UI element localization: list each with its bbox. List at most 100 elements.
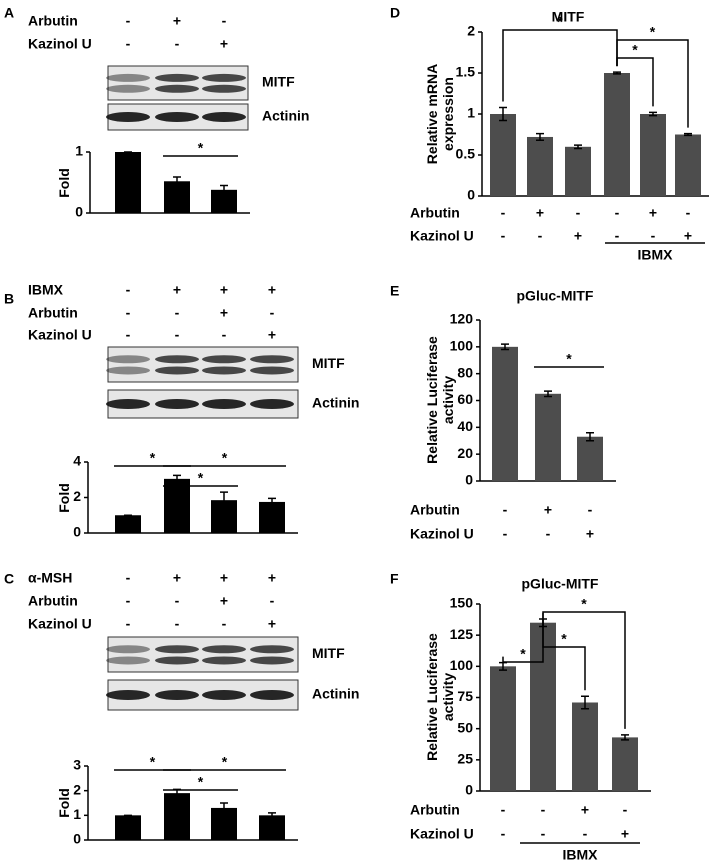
bar (115, 815, 141, 840)
significance-star: * (632, 42, 638, 58)
y-tick-label: 1.5 (456, 64, 476, 80)
blot-band (155, 366, 199, 375)
treatment-sign: - (126, 327, 131, 343)
blot-frame (107, 346, 299, 383)
error-bar (220, 491, 228, 509)
blot-band (106, 690, 150, 700)
treatment-sign: - (546, 526, 551, 542)
blot-band (202, 645, 246, 654)
treatment-sign: - (270, 305, 275, 321)
blot-band (106, 355, 150, 364)
error-bar (268, 812, 276, 819)
error-bar (173, 176, 181, 187)
treatment-sign: - (588, 502, 593, 518)
bar (115, 152, 141, 213)
error-bar (581, 695, 589, 710)
panel-letter: E (390, 283, 399, 299)
y-tick-label: 0 (465, 472, 473, 488)
y-tick-label: 1 (75, 143, 83, 159)
blot-band (106, 84, 150, 93)
bar (211, 189, 237, 213)
bar (604, 73, 630, 196)
treatment-name: Kazinol U (410, 826, 474, 842)
blot-band (155, 399, 199, 409)
chart-title: MITF (552, 9, 585, 25)
blot-band (250, 355, 294, 364)
significance-star: * (198, 470, 204, 486)
error-bar (649, 111, 657, 117)
blot-band (202, 399, 246, 409)
y-tick-label: 0 (73, 524, 81, 540)
blot-band (202, 690, 246, 700)
treatment-sign: - (126, 282, 131, 298)
significance-bracket (502, 29, 618, 102)
treatment-sign: - (126, 13, 131, 29)
y-tick-label: 60 (457, 391, 473, 407)
blot-band (250, 399, 294, 409)
panel-letter: D (390, 5, 400, 21)
bar (490, 114, 516, 196)
treatment-name: Kazinol U (28, 327, 92, 343)
y-tick-label: 0 (467, 187, 475, 203)
treatment-sign: - (175, 305, 180, 321)
treatment-sign: + (581, 802, 589, 818)
bar (527, 136, 553, 196)
error-bar (536, 132, 544, 141)
significance-star: * (150, 754, 156, 770)
treatment-name: Arbutin (28, 305, 78, 321)
treatment-sign: + (536, 205, 544, 221)
significance-star: * (222, 450, 228, 466)
group-label: IBMX (563, 847, 599, 863)
treatment-name: Kazinol U (28, 616, 92, 632)
blot-band (250, 656, 294, 665)
y-tick-label: 120 (450, 311, 474, 327)
treatment-name: Arbutin (410, 802, 460, 818)
y-tick-label: 50 (457, 719, 473, 735)
blot-band (106, 366, 150, 375)
blot-band (202, 366, 246, 375)
treatment-sign: - (623, 802, 628, 818)
treatment-name: Kazinol U (410, 228, 474, 244)
significance-bracket (616, 39, 689, 128)
significance-star: * (198, 774, 204, 790)
treatment-sign: - (541, 802, 546, 818)
significance-star: * (581, 596, 587, 612)
bar (164, 478, 190, 533)
error-bar (501, 343, 509, 351)
y-tick-label: 100 (450, 338, 474, 354)
treatment-name: Arbutin (410, 502, 460, 518)
blot-label: MITF (262, 74, 295, 90)
treatment-sign: + (268, 327, 276, 343)
treatment-sign: - (175, 36, 180, 52)
treatment-sign: - (503, 526, 508, 542)
treatment-sign: - (126, 305, 131, 321)
treatment-name: Arbutin (28, 593, 78, 609)
y-axis-label: Relative Luciferase activity (424, 633, 456, 761)
bar (492, 346, 518, 481)
bar (675, 134, 701, 196)
blot-band (202, 656, 246, 665)
y-tick-label: 80 (457, 364, 473, 380)
bar (572, 702, 598, 791)
treatment-sign: + (574, 228, 582, 244)
y-tick-label: 2 (73, 488, 81, 504)
blot-label: Actinin (312, 395, 359, 411)
y-tick-label: 150 (450, 595, 474, 611)
blot-band (106, 112, 150, 122)
significance-star: * (566, 351, 572, 367)
bar (490, 666, 516, 791)
treatment-sign: - (615, 205, 620, 221)
error-bar (499, 106, 507, 122)
treatment-sign: - (175, 593, 180, 609)
significance-bracket (542, 612, 586, 691)
error-bar (173, 474, 181, 484)
y-tick-label: 0 (75, 204, 83, 220)
blot-label: Actinin (262, 108, 309, 124)
error-bar (621, 734, 629, 741)
blot-band (106, 645, 150, 654)
treatment-sign: - (651, 228, 656, 244)
treatment-name: α-MSH (28, 570, 72, 586)
significance-bracket (542, 611, 626, 729)
